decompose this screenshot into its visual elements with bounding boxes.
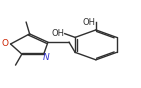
Text: OH: OH [52,29,65,38]
Text: N: N [42,53,49,62]
Text: OH: OH [83,18,96,27]
Text: O: O [2,40,9,48]
